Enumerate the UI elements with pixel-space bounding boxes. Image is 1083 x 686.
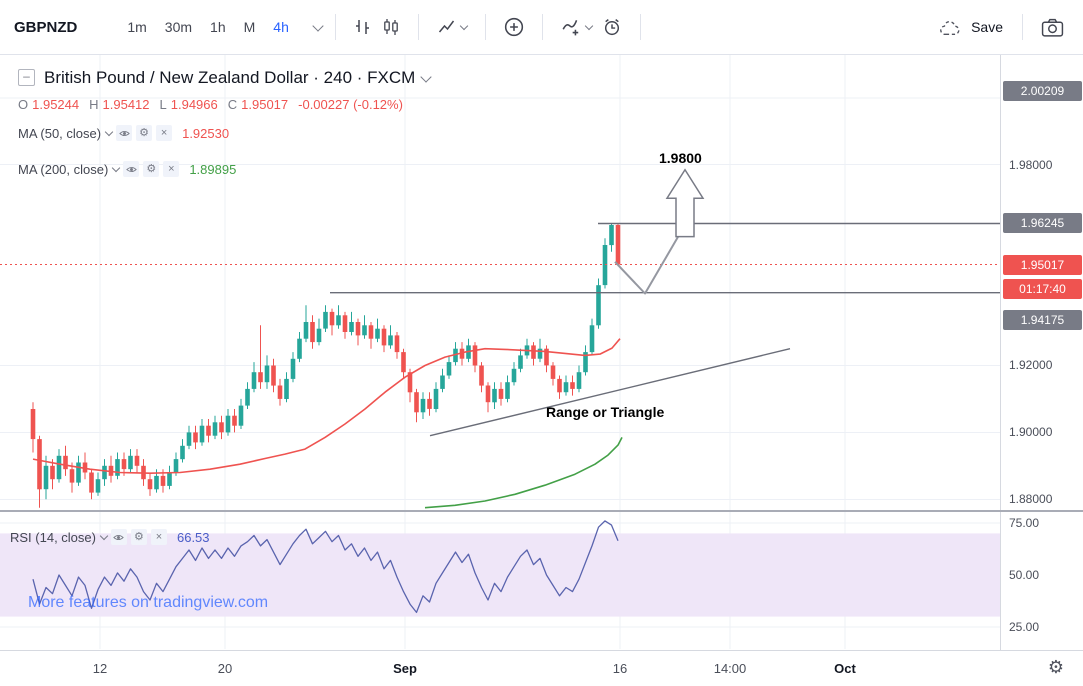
toolbar-separator [334,14,336,40]
time-axis[interactable]: ⚙ 12 20 Sep 16 14:00 Oct [0,650,1083,686]
interval-4h[interactable]: 4h [273,19,289,35]
close-value: 1.95017 [241,96,289,112]
rsi-value: 66.53 [176,529,210,545]
time-axis-label: Oct [834,661,856,676]
settings-gear-icon[interactable]: ⚙ [143,161,160,177]
low-label: L [159,96,167,112]
ohlc-values: O 1.95244 H 1.95412 L 1.94966 C 1.95017 … [18,93,430,115]
chart-legend: – British Pound / New Zealand Dollar · 2… [18,64,432,179]
compare-plus-icon [504,17,523,37]
rsi-tick-label: 75.00 [1009,516,1040,530]
visibility-eye-icon[interactable] [123,161,140,177]
ma50-legend-row: MA (50, close) ⚙ × 1.92530 [18,123,430,143]
target-price-label[interactable]: 1.9800 [659,150,702,166]
cloud-save-icon [940,20,960,35]
top-toolbar: GBPNZD 1m 30m 1h M 4h [0,0,1083,55]
rsi-tick-label: 50.00 [1009,568,1040,582]
price-axis[interactable]: 2.00209 1.98000 1.96245 1.95017 01:17:40 1.94… [1000,55,1083,686]
time-axis-label: Sep [393,661,417,676]
interval-1h[interactable]: 1h [210,19,226,35]
chevron-down-icon [584,21,594,31]
toolbar-separator [1022,14,1023,40]
toolbar-separator [484,14,486,40]
low-value: 1.94966 [170,96,218,112]
ma200-label[interactable]: MA (200, close) [18,161,109,177]
save-button[interactable]: Save [933,17,1009,38]
bars-style-button[interactable] [349,14,377,40]
drawing-price-label: 1.94175 [1003,309,1082,330]
pattern-label[interactable]: Range or Triangle [546,404,665,420]
chart-style-button[interactable] [432,14,472,40]
chevron-down-icon[interactable] [99,531,109,541]
rsi-tick-label: 25.00 [1009,620,1040,634]
settings-gear-icon[interactable]: ⚙ [130,529,147,545]
interval-30m[interactable]: 30m [164,19,193,35]
symbol-title[interactable]: British Pound / New Zealand Dollar · 240… [44,67,416,87]
toolbar-separator [639,14,641,40]
rsi-legend: RSI (14, close) ⚙ × 66.53 [10,527,210,547]
chevron-down-icon[interactable] [104,127,114,137]
open-label: O [18,96,29,112]
ma200-legend-row: MA (200, close) ⚙ × 1.89895 [18,159,430,179]
price-tick-label: 1.90000 [1009,425,1053,440]
drawing-price-label: 1.96245 [1003,213,1082,234]
interval-M[interactable]: M [243,19,256,35]
chevron-down-icon[interactable] [420,70,432,83]
toolbar-separator [417,14,419,40]
last-price-label: 1.95017 [1003,254,1082,275]
price-tick-label: 1.98000 [1009,157,1053,172]
remove-icon[interactable]: × [156,125,173,141]
ma50-label[interactable]: MA (50, close) [18,125,102,141]
settings-gear-button[interactable]: ⚙ [1042,656,1070,679]
camera-icon [1041,18,1064,37]
pane-divider[interactable] [0,510,1083,512]
price-tick-label: 1.88000 [1009,492,1053,507]
chevron-down-icon[interactable] [112,163,121,173]
time-axis-label: 20 [217,661,233,676]
save-button-label: Save [971,19,1003,35]
close-label: C [227,96,238,112]
change-value: -0.00227 (-0.12%) [298,96,403,112]
interval-group: 1m 30m 1h M 4h [127,19,324,35]
remove-icon[interactable]: × [163,161,180,177]
high-label: H [89,96,99,112]
visibility-eye-icon[interactable] [116,125,133,141]
drawing-price-label: 2.00209 [1003,80,1082,101]
collapse-pane-icon[interactable]: – [18,69,35,86]
bars-icon [355,20,369,34]
line-tools-button[interactable] [556,13,597,41]
line-tools-icon [562,20,579,36]
open-value: 1.95244 [32,96,80,112]
compare-add-button[interactable] [499,13,529,41]
alarm-icon [604,19,619,36]
settings-gear-icon[interactable]: ⚙ [136,125,153,141]
high-value: 1.95412 [102,96,150,112]
tradingview-watermark-link[interactable]: More features on tradingview.com [28,594,269,611]
time-axis-label: 12 [92,661,108,676]
snapshot-button[interactable] [1036,13,1069,42]
price-tick-label: 1.92000 [1009,358,1053,373]
alert-button[interactable] [597,13,627,41]
ma50-value: 1.92530 [182,125,230,141]
remove-icon[interactable]: × [150,529,167,545]
time-axis-label: 16 [612,661,628,676]
area-chart-icon [438,20,454,33]
chevron-down-icon [459,21,469,31]
rsi-label[interactable]: RSI (14, close) [10,529,96,545]
bar-countdown-label: 01:17:40 [1003,278,1082,299]
toolbar-separator [541,14,543,40]
rsi-legend-row: RSI (14, close) ⚙ × 66.53 [10,527,210,547]
candles-icon [384,19,398,35]
interval-1m[interactable]: 1m [127,19,147,35]
symbol-button[interactable]: GBPNZD [14,18,78,36]
time-axis-label: 14:00 [713,661,747,676]
candles-style-button[interactable] [377,14,405,40]
ma200-value: 1.89895 [189,161,237,177]
visibility-eye-icon[interactable] [110,529,127,545]
chevron-down-icon[interactable] [312,20,324,32]
